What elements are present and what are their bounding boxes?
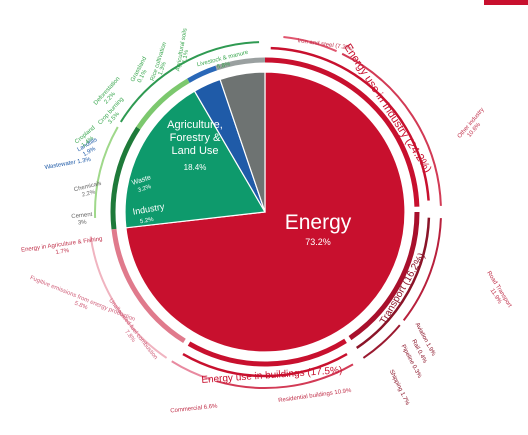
- pie-slice-industry: [219, 71, 266, 213]
- subsector-arc: [402, 218, 442, 321]
- subsector-label-agricultural-soils: Agricultural soils: [175, 28, 188, 72]
- waste-ring-segment: [187, 65, 218, 83]
- subsector-label-agricultural-soils-value: 4.1%: [182, 49, 190, 64]
- legend-swatch-energy: [484, 0, 528, 5]
- slice-label-agriculture: Land Use: [171, 145, 218, 157]
- subsector-arc: [89, 236, 168, 359]
- group-arc: [356, 217, 431, 349]
- agri-ring-segment: [136, 78, 190, 130]
- industry-ring-segment: [215, 57, 266, 71]
- subsector-label-fugitive-emissions-from-energy-production: Fugitive emissions from energy productio…: [29, 275, 136, 323]
- agri-outer-arc: [119, 41, 260, 123]
- slice-value-energy: 73.2%: [305, 237, 331, 247]
- subsector-arc: [362, 324, 401, 359]
- subsector-label-rice-cultivation: Rice cultivation: [150, 42, 168, 82]
- subsector-arc: [283, 35, 337, 53]
- subsector-label-fugitive-emissions-from-energy-production-value: 5.8%: [73, 301, 89, 312]
- energy-ring-segment: [348, 211, 420, 341]
- energy-ring-segment: [264, 57, 420, 207]
- agri-ring-segment: [110, 126, 141, 230]
- slice-value-industry: 5.2%: [140, 217, 155, 225]
- subsector-label-livestock-manure-value: 5.8%: [216, 61, 231, 70]
- agri-outer-arc: [94, 126, 119, 218]
- subsector-arc: [171, 360, 211, 381]
- subsector-label-chemicals-value: 2.2%: [81, 189, 96, 198]
- subsector-label-cement-value: 3%: [78, 219, 88, 226]
- slice-label-agriculture: Agriculture,: [167, 119, 223, 131]
- slice-value-agriculture: 18.4%: [184, 163, 207, 172]
- subsector-label-residential-buildings: Residential buildings 10.9%: [278, 388, 352, 404]
- subsector-arc: [216, 363, 354, 389]
- group-arc: [270, 46, 430, 201]
- subsector-label-unallocated-fuel-combustion: Unallocated fuel combustion: [107, 298, 158, 361]
- group-label-buildings: Energy use in buildings (17.5%): [201, 365, 343, 386]
- subsector-label-commercial: Commercial 6.6%: [170, 403, 218, 414]
- subsector-label-iron-and-steel-7-2: Iron and steel (7.2%): [297, 38, 353, 52]
- pie-slice-agriculture-forestry-land-use: [124, 90, 266, 229]
- slice-value-waste: 3.2%: [137, 184, 152, 194]
- slice-label-energy: Energy: [285, 211, 352, 234]
- subsector-label-shipping: Shipping 1.7%: [388, 369, 411, 407]
- energy-ring-segment: [111, 228, 186, 344]
- energy-ring-segment: [187, 338, 347, 367]
- subsector-arc: [341, 52, 442, 206]
- subsector-label-wastewater: Wastewater 1.3%: [44, 157, 92, 171]
- subsector-label-energy-in-agriculture-fishing-value: 1.7%: [55, 248, 70, 256]
- subsector-label-cement: Cement: [71, 212, 93, 220]
- slice-label-agriculture: Forestry &: [170, 132, 221, 144]
- group-arc: [182, 352, 348, 378]
- subsector-label-rice-cultivation-value: 1.3%: [158, 61, 168, 76]
